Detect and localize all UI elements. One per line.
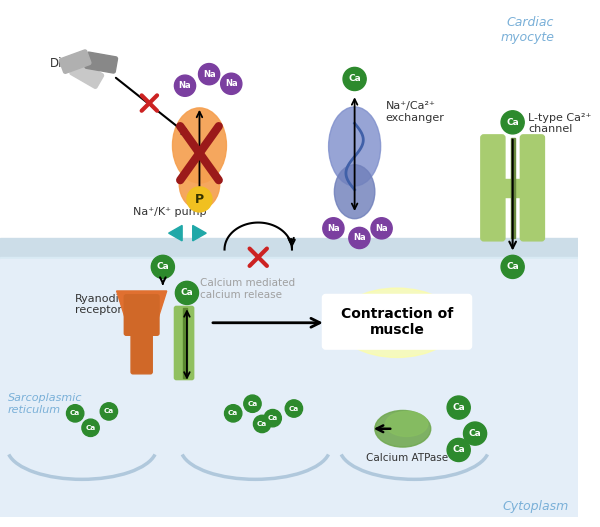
Circle shape — [349, 227, 370, 249]
Ellipse shape — [375, 411, 431, 447]
Circle shape — [447, 396, 470, 419]
Circle shape — [187, 187, 212, 212]
Text: Na⁺/K⁺ pump: Na⁺/K⁺ pump — [133, 207, 206, 217]
Circle shape — [463, 422, 487, 445]
Text: Ryanodine
receptor: Ryanodine receptor — [75, 294, 134, 316]
Text: Ca: Ca — [257, 421, 267, 427]
Circle shape — [82, 419, 99, 436]
FancyBboxPatch shape — [175, 306, 194, 379]
Text: Cardiac
myocyte: Cardiac myocyte — [500, 16, 554, 44]
Bar — [0, 259, 578, 518]
Circle shape — [244, 395, 261, 412]
Text: Ca: Ca — [469, 429, 481, 438]
Ellipse shape — [337, 288, 457, 357]
FancyBboxPatch shape — [59, 50, 91, 73]
Ellipse shape — [179, 159, 220, 209]
Circle shape — [501, 255, 524, 278]
Text: Ca: Ca — [247, 401, 257, 407]
Text: P: P — [195, 193, 204, 206]
Circle shape — [371, 218, 392, 239]
Bar — [502, 179, 523, 197]
Circle shape — [100, 403, 118, 420]
Polygon shape — [193, 226, 206, 241]
Bar — [511, 138, 515, 238]
Ellipse shape — [172, 108, 226, 183]
Text: Ca: Ca — [104, 408, 114, 414]
Text: Na: Na — [353, 233, 366, 242]
Bar — [0, 238, 578, 259]
Circle shape — [151, 255, 175, 278]
Text: Na: Na — [179, 81, 191, 90]
FancyBboxPatch shape — [70, 60, 104, 89]
Circle shape — [447, 438, 470, 462]
Text: Digoxin: Digoxin — [50, 57, 95, 70]
Text: Ca: Ca — [506, 118, 519, 127]
Text: Ca: Ca — [181, 288, 193, 297]
Ellipse shape — [329, 107, 380, 186]
Text: L-type Ca²⁺
channel: L-type Ca²⁺ channel — [528, 113, 592, 134]
Text: Sarcoplasmic
reticulum: Sarcoplasmic reticulum — [8, 393, 82, 415]
Circle shape — [224, 405, 242, 422]
Circle shape — [264, 409, 281, 427]
Circle shape — [343, 67, 366, 91]
Circle shape — [67, 405, 84, 422]
Polygon shape — [169, 226, 182, 241]
Text: Ca: Ca — [70, 411, 80, 416]
Text: Calcium ATPase: Calcium ATPase — [365, 453, 448, 463]
Text: Calcium mediated
calcium release: Calcium mediated calcium release — [200, 278, 296, 300]
Text: Cytoplasm: Cytoplasm — [502, 500, 569, 513]
FancyBboxPatch shape — [481, 135, 505, 241]
Circle shape — [253, 415, 271, 433]
Text: Na⁺/Ca²⁺
exchanger: Na⁺/Ca²⁺ exchanger — [385, 101, 445, 123]
Text: Ca: Ca — [289, 405, 299, 412]
FancyBboxPatch shape — [520, 135, 544, 241]
Text: Ca: Ca — [85, 425, 96, 431]
Text: Na: Na — [225, 79, 238, 89]
Text: Ca: Ca — [157, 262, 169, 271]
Circle shape — [175, 75, 196, 96]
Circle shape — [199, 64, 220, 85]
Bar — [183, 308, 187, 378]
Text: Ca: Ca — [228, 411, 238, 416]
Ellipse shape — [385, 412, 428, 436]
FancyBboxPatch shape — [124, 295, 159, 335]
FancyBboxPatch shape — [323, 295, 471, 349]
Text: Ca: Ca — [268, 415, 278, 421]
FancyBboxPatch shape — [131, 328, 152, 374]
Circle shape — [501, 111, 524, 134]
Text: Ca: Ca — [452, 445, 465, 454]
Bar — [0, 9, 578, 238]
Polygon shape — [116, 291, 167, 328]
Text: Contraction of
muscle: Contraction of muscle — [341, 307, 453, 337]
Circle shape — [323, 218, 344, 239]
FancyBboxPatch shape — [85, 52, 118, 73]
Text: Ca: Ca — [452, 403, 465, 412]
Text: Ca: Ca — [348, 74, 361, 83]
Text: Na: Na — [375, 224, 388, 233]
Text: Na: Na — [203, 70, 215, 79]
Text: Ca: Ca — [506, 262, 519, 271]
Bar — [0, 257, 578, 269]
Circle shape — [285, 400, 302, 417]
Ellipse shape — [334, 165, 375, 219]
Circle shape — [175, 281, 199, 305]
Circle shape — [221, 73, 242, 94]
Text: Na: Na — [327, 224, 340, 233]
